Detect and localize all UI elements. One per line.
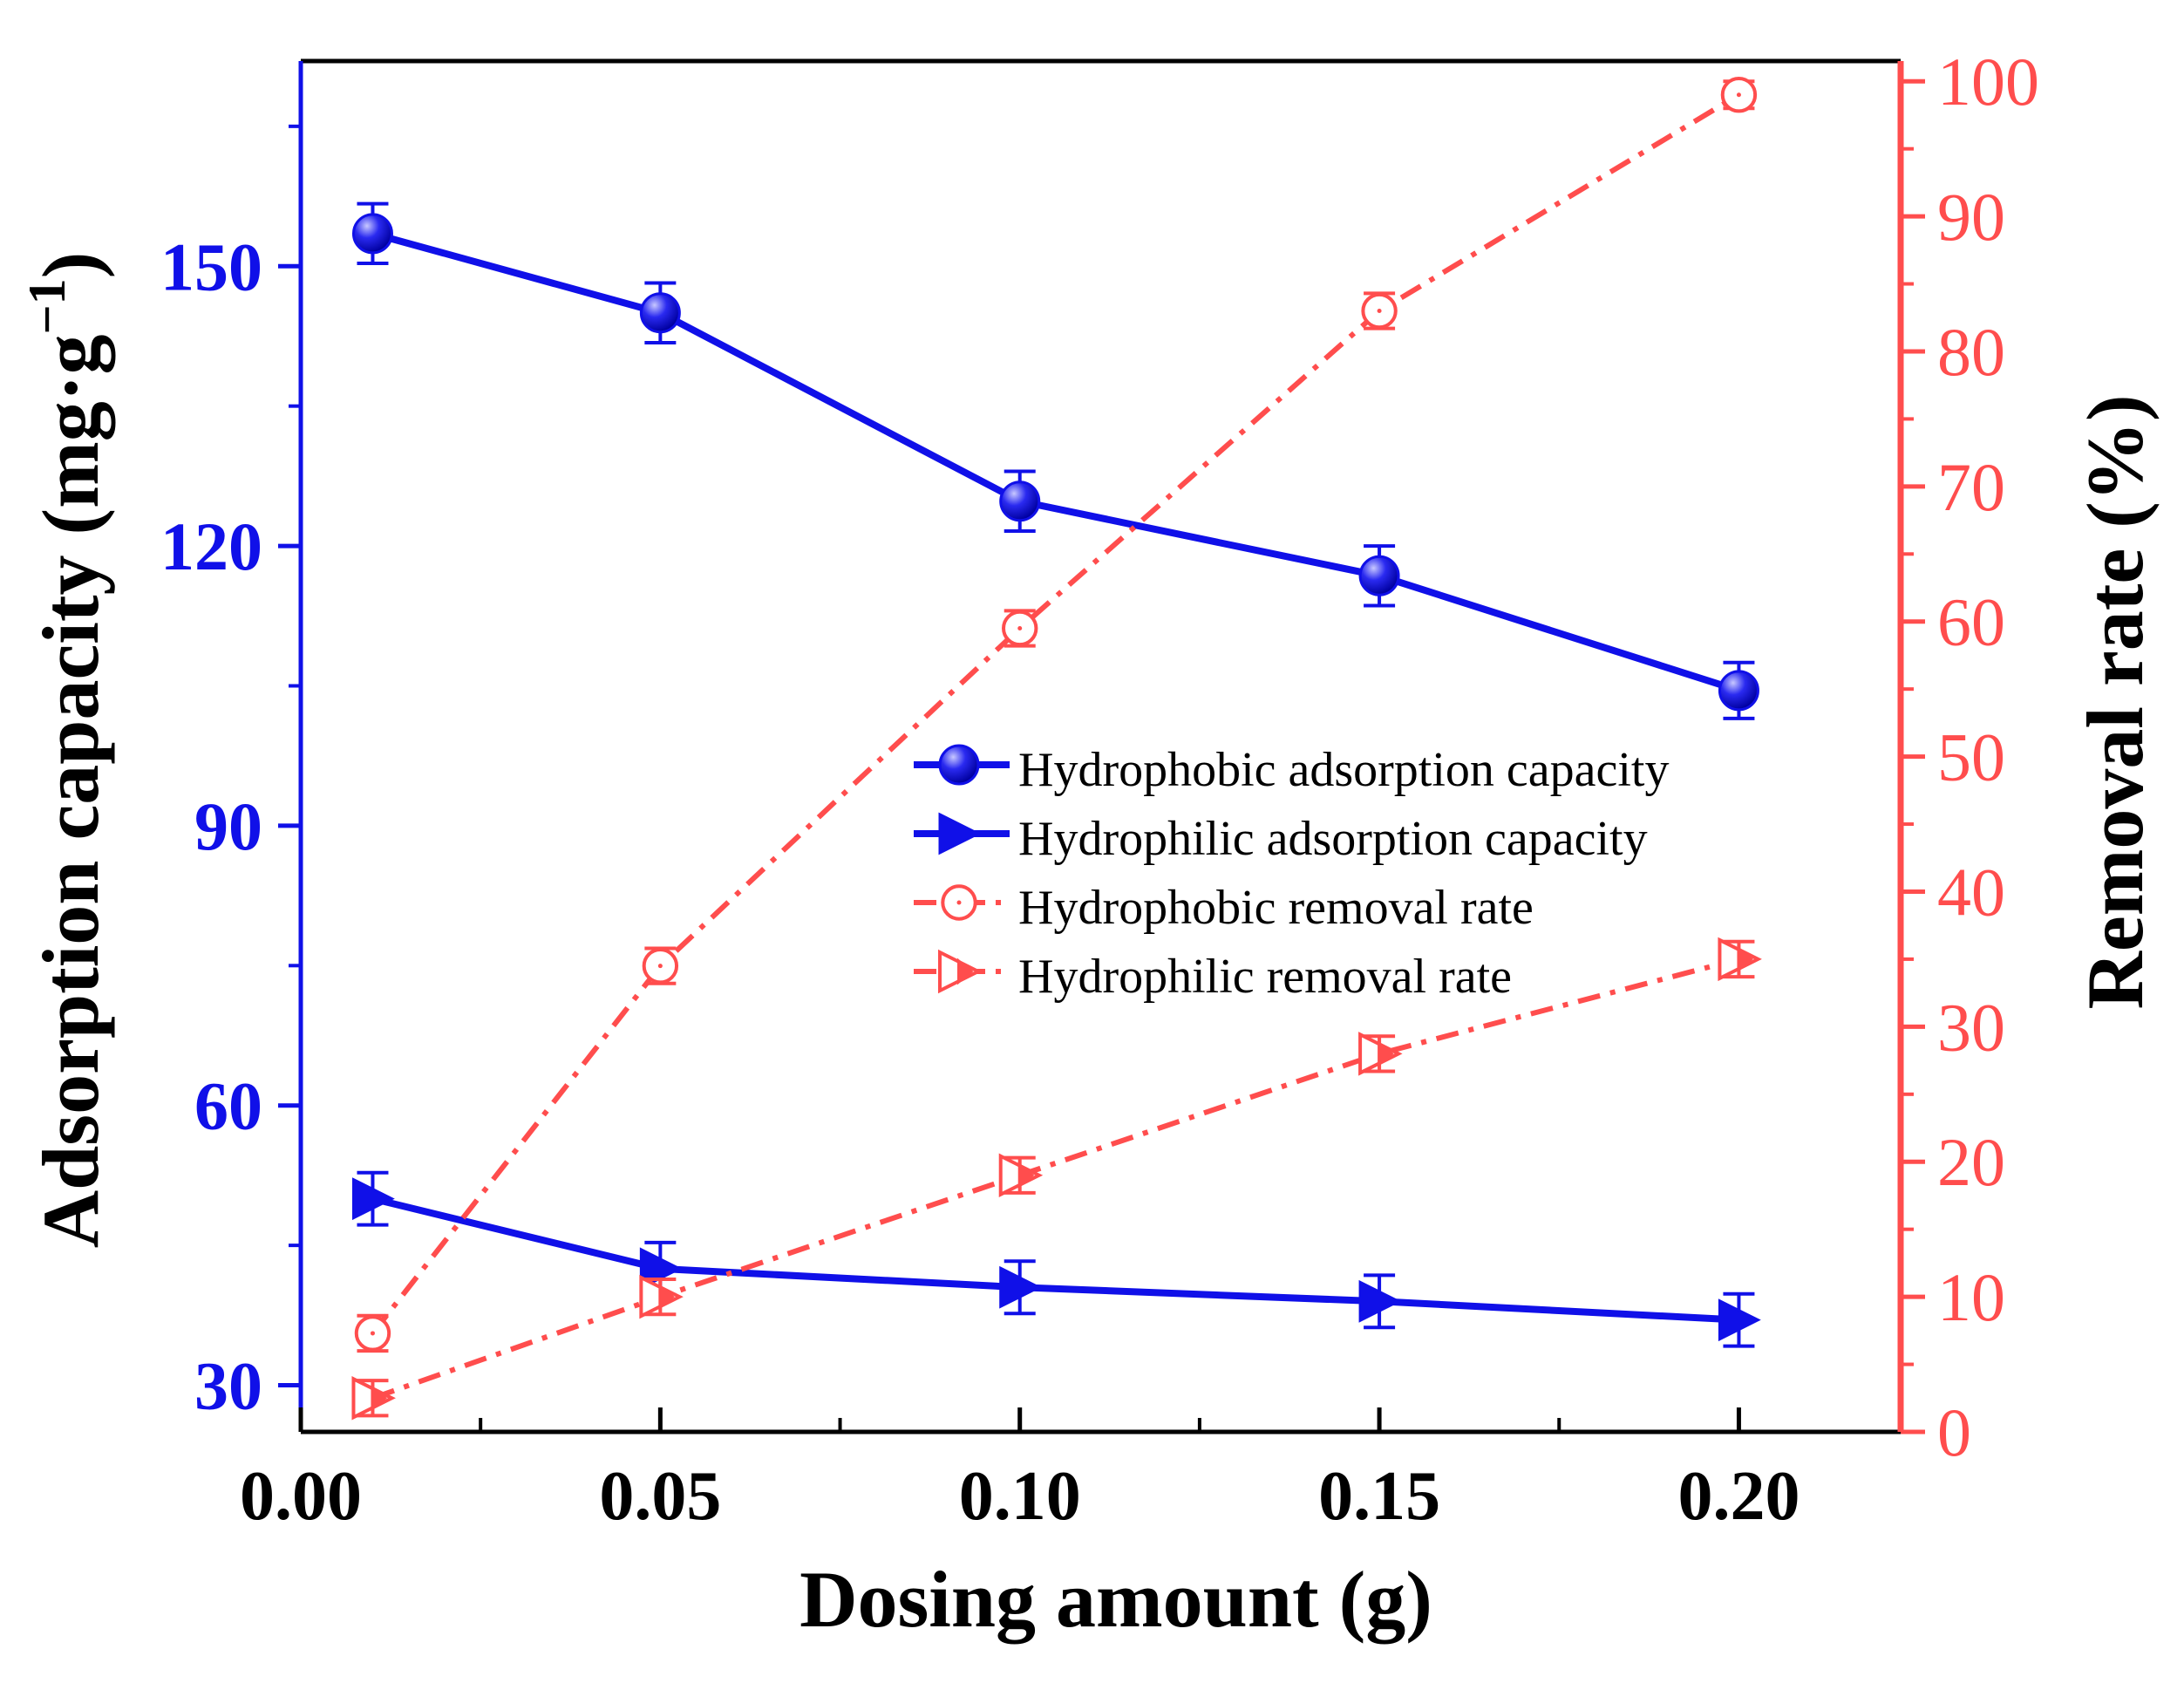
- data-point-hydrophilic-removal-rate-fill: [1737, 945, 1753, 973]
- data-point-hydrophobic-removal-rate-dot: [1377, 309, 1382, 314]
- y-right-tick-label: 60: [1937, 584, 2005, 660]
- data-point-hydrophobic-adsorption-capacity: [639, 292, 681, 334]
- series-hydrophilic-removal-rate: [351, 937, 1762, 1421]
- data-point-hydrophobic-removal-rate-dot: [1017, 625, 1023, 630]
- data-point-hydrophobic-adsorption-capacity: [1358, 555, 1400, 596]
- y-right-tick-label: 70: [1937, 449, 2005, 525]
- legend-item-hydrophobic-removal-rate: Hydrophobic removal rate: [914, 881, 1534, 935]
- legend-item-hydrophilic-removal-rate: Hydrophilic removal rate: [914, 949, 1512, 1004]
- series-hydrophobic-adsorption-capacity: [351, 201, 1759, 720]
- y-right-tick-label: 30: [1937, 989, 2005, 1065]
- data-point-hydrophilic-removal-rate-fill: [1378, 1039, 1394, 1067]
- series-hydrophobic-removal-rate: [354, 77, 1758, 1353]
- data-point-hydrophobic-removal-rate-dot: [370, 1331, 375, 1336]
- legend-item-hydrophilic-adsorption-capacity: Hydrophilic adsorption capacity: [914, 812, 1648, 866]
- y-left-tick-label: 150: [160, 228, 262, 304]
- right-y-axis: 0 10 20 30 40 50 60 70 80 90 100: [1901, 44, 2039, 1470]
- y-right-tick-label: 50: [1937, 719, 2005, 795]
- x-axis-label: Dosing amount (g): [799, 1555, 1432, 1644]
- x-tick-label: 0.10: [959, 1458, 1081, 1535]
- y-right-tick-label: 20: [1937, 1124, 2005, 1200]
- legend-marker-hydrophilic-removal-rate-fill: [957, 957, 974, 985]
- left-y-axis-label-main: Adsorption capacity (mg·g: [26, 335, 115, 1249]
- series-line-hydrophobic-removal-rate: [371, 92, 1740, 1335]
- legend-label-hydrophobic-adsorption-capacity: Hydrophobic adsorption capacity: [1018, 743, 1669, 797]
- y-right-tick-label: 0: [1937, 1394, 1971, 1470]
- x-axis-ticks: 0.00 0.05 0.10 0.15 0.20: [240, 1407, 1800, 1535]
- y-left-tick-label: 90: [194, 788, 262, 864]
- data-point-hydrophobic-removal-rate-dot: [1736, 92, 1741, 98]
- x-tick-label: 0.20: [1677, 1458, 1800, 1535]
- x-tick-label: 0.15: [1318, 1458, 1440, 1535]
- data-point-hydrophobic-removal-rate-dot: [657, 964, 663, 969]
- data-point-hydrophilic-adsorption-capacity: [1718, 1298, 1761, 1342]
- left-y-axis-label-close: ): [26, 252, 115, 279]
- y-right-tick-label: 10: [1937, 1259, 2005, 1335]
- x-tick-label: 0.00: [240, 1458, 362, 1535]
- series-hydrophilic-adsorption-capacity: [351, 1170, 1761, 1348]
- legend-label-hydrophilic-adsorption-capacity: Hydrophilic adsorption capacity: [1018, 812, 1648, 866]
- y-right-tick-label: 40: [1937, 854, 2005, 930]
- y-left-tick-label: 120: [160, 508, 262, 584]
- series-line-hydrophilic-adsorption-capacity: [371, 1195, 1739, 1324]
- legend-label-hydrophobic-removal-rate: Hydrophobic removal rate: [1018, 881, 1534, 935]
- data-point-hydrophilic-adsorption-capacity: [1358, 1279, 1402, 1323]
- y-left-tick-label: 60: [194, 1068, 262, 1144]
- y-right-tick-label: 80: [1937, 314, 2005, 390]
- left-y-axis: 30 60 90 120 150: [160, 124, 301, 1424]
- legend: Hydrophobic adsorption capacity Hydrophil…: [914, 743, 1669, 1004]
- data-point-hydrophilic-removal-rate-fill: [658, 1283, 675, 1311]
- y-left-tick-label: 30: [194, 1348, 262, 1424]
- data-point-hydrophilic-removal-rate-fill: [1017, 1162, 1035, 1189]
- legend-marker-hydrophobic-adsorption-capacity: [938, 744, 980, 786]
- plot-series: [351, 77, 1762, 1421]
- axes-frame: [298, 58, 1904, 1434]
- legend-item-hydrophobic-adsorption-capacity: Hydrophobic adsorption capacity: [914, 743, 1669, 797]
- legend-label-hydrophilic-removal-rate: Hydrophilic removal rate: [1018, 950, 1512, 1004]
- y-right-tick-label: 90: [1937, 179, 2005, 255]
- legend-marker-hydrophobic-removal-rate-dot: [956, 900, 962, 905]
- data-point-hydrophobic-adsorption-capacity: [999, 480, 1041, 522]
- y-right-tick-label: 100: [1937, 44, 2039, 119]
- series-line-hydrophobic-adsorption-capacity: [371, 229, 1740, 694]
- data-point-hydrophilic-removal-rate-fill: [371, 1384, 387, 1412]
- data-point-hydrophilic-adsorption-capacity: [999, 1265, 1043, 1309]
- left-y-axis-label-superscript: −1: [18, 278, 76, 334]
- left-y-axis-label: Adsorption capacity (mg·g−1): [18, 252, 115, 1249]
- data-point-hydrophilic-adsorption-capacity: [351, 1177, 395, 1221]
- data-point-hydrophobic-adsorption-capacity: [1718, 670, 1759, 712]
- x-tick-label: 0.05: [599, 1458, 721, 1535]
- data-point-hydrophobic-adsorption-capacity: [351, 213, 393, 255]
- legend-marker-hydrophilic-adsorption-capacity: [938, 812, 982, 855]
- right-y-axis-label: Removal rate (%): [2071, 394, 2160, 1009]
- series-line-hydrophilic-removal-rate: [371, 957, 1740, 1401]
